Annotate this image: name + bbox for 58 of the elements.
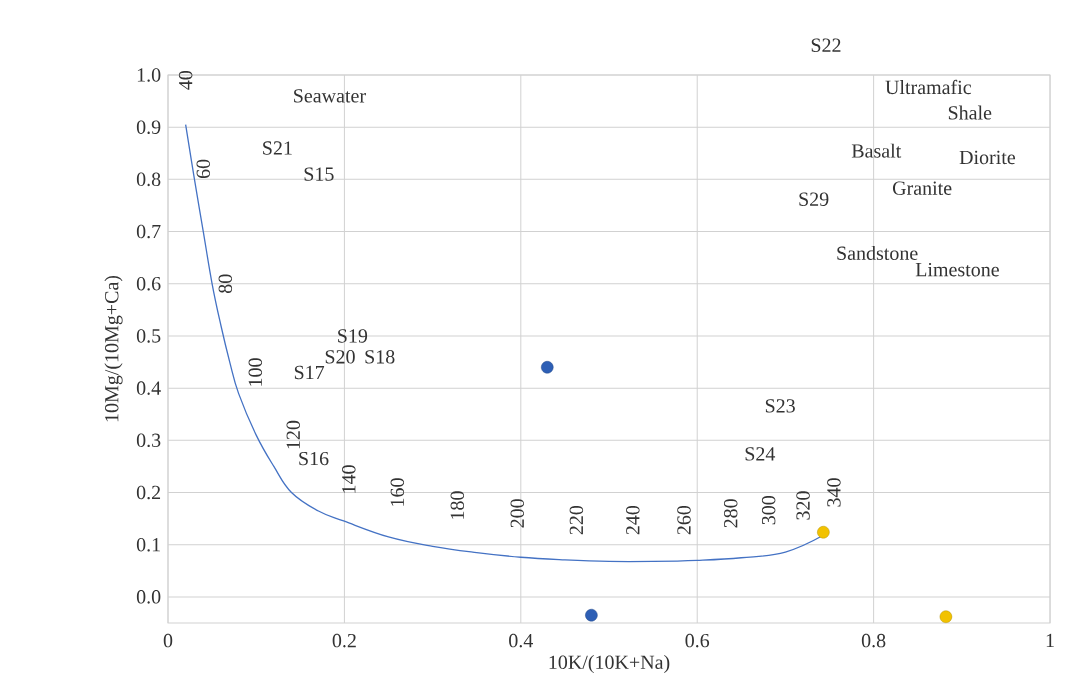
annotation: 80 [218, 274, 233, 294]
annotation: 100 [248, 358, 263, 386]
y-tick-label: 0.6 [136, 277, 161, 291]
annotation: 240 [626, 506, 640, 535]
annotation: S24 [745, 447, 776, 461]
annotation: S16 [299, 451, 329, 466]
annotation: Sandstone [837, 246, 918, 261]
annotation: Limestone [915, 263, 999, 277]
point [585, 609, 598, 622]
y-tick-label: 0.9 [136, 120, 161, 135]
text: S22 [811, 38, 841, 53]
y-tick-label: 0.8 [136, 172, 161, 187]
annotation: 220 [569, 506, 584, 535]
annotation: 280 [723, 499, 738, 528]
annotation: Ultramafic [885, 79, 972, 95]
annotation: Seawater [294, 89, 366, 103]
annotation: 340 [827, 478, 841, 507]
annotation: 160 [390, 478, 405, 506]
y-tick-label: 0.2 [136, 485, 161, 500]
annotation: 140 [342, 465, 356, 493]
annotation: Basalt [851, 143, 902, 158]
x-tick-label: 1 [1046, 633, 1054, 648]
x-axis-title: 10K/(10K+Na) [549, 655, 670, 674]
x-tick-label: 0.2 [332, 633, 356, 648]
y-tick-label: 0.4 [136, 381, 161, 396]
annotation: 60 [196, 159, 211, 179]
y-axis-title: 10Mg/(10Mg+Ca) [104, 276, 123, 422]
x-tick-label: 0.8 [861, 633, 886, 648]
annotation: S19 [338, 329, 368, 343]
x-tick-label: 0.6 [685, 633, 710, 648]
annotation: S23 [765, 399, 795, 413]
annotation: S21 [263, 141, 292, 155]
annotation: Shale [948, 105, 992, 120]
point [939, 610, 953, 624]
annotation: 120 [286, 420, 300, 449]
y-tick-label: 0.5 [136, 329, 161, 343]
y-tick-label: 0.0 [136, 590, 161, 604]
annotation: 200 [510, 499, 525, 528]
point [541, 361, 554, 374]
annotation: S17 [294, 365, 325, 380]
annotation: S18 [365, 350, 395, 364]
annotation: Granite [892, 181, 952, 196]
y-tick-label: 0.1 [136, 538, 160, 552]
point [817, 526, 830, 539]
annotation: S15 [304, 167, 334, 181]
y-tick-label: 0.3 [136, 433, 161, 448]
y-tick-label: 0.7 [136, 224, 161, 239]
annotation: 40 [178, 71, 193, 90]
x-tick-label: 0 [163, 633, 173, 648]
annotation: S29 [799, 192, 829, 207]
annotation: 260 [677, 506, 691, 535]
annotation: S20 [325, 350, 355, 364]
y-tick-label: 1.0 [137, 68, 161, 82]
annotation: 320 [796, 491, 810, 520]
annotation: Diorite [959, 150, 1016, 165]
annotation: 180 [450, 491, 465, 519]
annotation: 300 [761, 496, 776, 525]
x-tick-label: 0.4 [509, 633, 533, 648]
